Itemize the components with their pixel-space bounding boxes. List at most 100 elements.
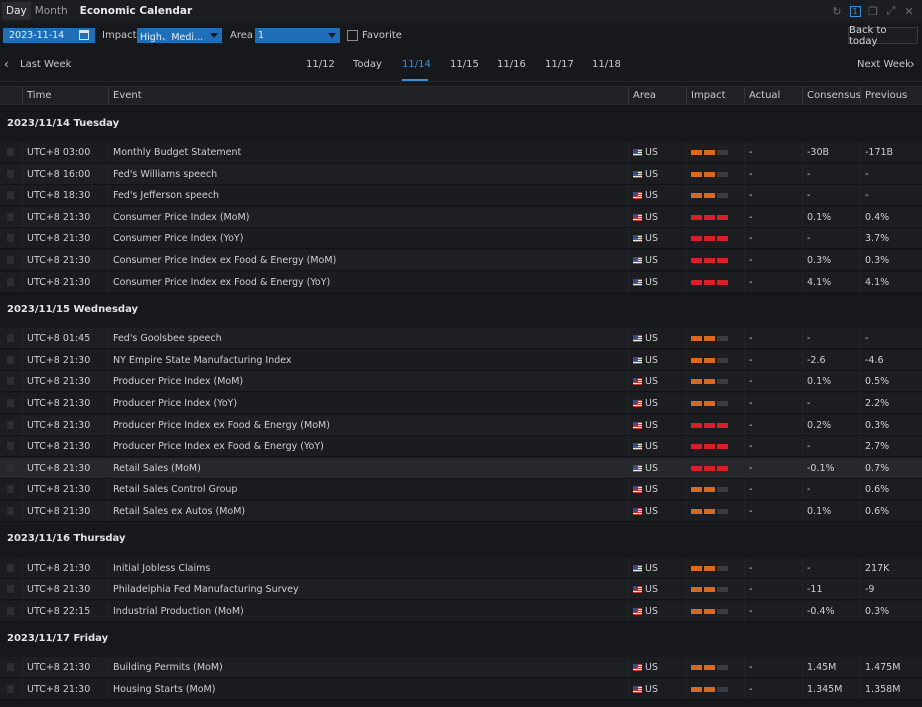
bookmark-icon[interactable] (7, 663, 14, 671)
chevron-right-icon[interactable]: › (910, 57, 915, 71)
table-row[interactable]: UTC+8 21:30 Initial Jobless Claims US - -217… (0, 558, 922, 579)
favorite-checkbox[interactable] (347, 30, 358, 41)
impact-bar (717, 279, 728, 285)
bookmark-icon[interactable] (7, 421, 14, 429)
bookmark-icon[interactable] (7, 607, 14, 615)
table-row[interactable]: UTC+8 21:30 Building Permits (MoM) US -1.45… (0, 657, 922, 678)
time-cell: UTC+8 21:30 (22, 207, 108, 227)
time-cell: UTC+8 03:00 (22, 142, 108, 162)
day-tab[interactable]: 11/15 (450, 59, 479, 70)
last-week-button[interactable]: Last Week (20, 59, 72, 70)
bookmark-icon[interactable] (7, 148, 14, 156)
table-row[interactable]: UTC+8 21:30 Producer Price Index ex Food … (0, 415, 922, 436)
bookmark-icon[interactable] (7, 399, 14, 407)
favorite-star-cell (0, 164, 22, 184)
table-row[interactable]: UTC+8 21:30 Consumer Price Index (YoY) US -… (0, 228, 922, 249)
bookmark-icon[interactable] (7, 564, 14, 572)
previous-cell: 0.3% (860, 250, 922, 270)
table-row[interactable]: UTC+8 21:30 Producer Price Index (MoM) US -… (0, 371, 922, 392)
bookmark-icon[interactable] (7, 585, 14, 593)
area-code: US (645, 189, 658, 201)
us-flag-icon (633, 507, 642, 515)
actual-cell: - (744, 164, 802, 184)
impact-cell (686, 272, 744, 292)
day-view-button[interactable]: Day (2, 2, 31, 20)
day-tab[interactable]: 11/12 (306, 59, 335, 70)
day-tab[interactable]: 11/17 (545, 59, 574, 70)
table-row[interactable]: UTC+8 21:30 Consumer Price Index ex Food … (0, 250, 922, 271)
table-row[interactable]: UTC+8 16:00 Fed's Williams speech US - - - (0, 164, 922, 185)
column-header-previous[interactable]: Previous (860, 87, 922, 104)
next-week-button[interactable]: Next Week (857, 59, 911, 70)
column-header-time[interactable]: Time (22, 87, 108, 104)
bookmark-icon[interactable] (7, 213, 14, 221)
calendar-icon[interactable] (79, 30, 89, 40)
table-row[interactable]: UTC+8 03:00 Monthly Budget Statement US - -3… (0, 142, 922, 163)
us-flag-icon (633, 607, 642, 615)
table-row[interactable]: UTC+8 21:30 Retail Sales ex Autos (MoM) US… (0, 501, 922, 522)
table-row[interactable]: UTC+8 21:30 Consumer Price Index (MoM) US -… (0, 207, 922, 228)
column-header-star (0, 87, 22, 104)
popout-icon[interactable]: ❐ (868, 4, 878, 18)
impact-bar (691, 192, 702, 198)
table-row[interactable]: UTC+8 21:30 Retail Sales Control Group US -… (0, 479, 922, 500)
column-header-impact[interactable]: Impact (686, 87, 744, 104)
table-row[interactable]: UTC+8 21:30 Philadelphia Fed Manufacturin… (0, 579, 922, 600)
table-row[interactable]: UTC+8 18:30 Fed's Jefferson speech US - - - (0, 185, 922, 206)
column-header-event[interactable]: Event (108, 87, 628, 104)
consensus-cell: -2.6 (802, 350, 860, 370)
impact-bars (691, 171, 728, 177)
favorite-label[interactable]: Favorite (362, 30, 402, 41)
month-view-button[interactable]: Month (34, 5, 68, 17)
window-count-badge[interactable]: 1 (846, 2, 864, 20)
bookmark-icon[interactable] (7, 278, 14, 286)
area-cell: US (628, 250, 686, 270)
table-row[interactable]: UTC+8 01:45 Fed's Goolsbee speech US - - - (0, 328, 922, 349)
area-select[interactable]: 1 (255, 28, 340, 43)
bookmark-icon[interactable] (7, 334, 14, 342)
impact-bar (691, 400, 702, 406)
day-tab[interactable]: 11/18 (592, 59, 621, 70)
previous-cell: -4.6 (860, 350, 922, 370)
table-row[interactable]: UTC+8 21:30 Producer Price Index (YoY) US -… (0, 393, 922, 414)
bookmark-icon[interactable] (7, 356, 14, 364)
refresh-icon[interactable]: ↻ (832, 4, 842, 18)
column-header-area[interactable]: Area (628, 87, 686, 104)
column-header-consensus[interactable]: Consensus (802, 87, 861, 104)
bookmark-icon[interactable] (7, 234, 14, 242)
table-row[interactable]: UTC+8 21:30 Retail Sales (MoM) US - -0.1% 0.7… (0, 458, 922, 479)
impact-select[interactable]: High、Medi... (137, 28, 222, 43)
event-cell: Consumer Price Index (YoY) (108, 228, 628, 248)
impact-cell (686, 350, 744, 370)
bookmark-icon[interactable] (7, 256, 14, 264)
bookmark-icon[interactable] (7, 485, 14, 493)
expand-icon[interactable]: ⤢ (886, 4, 896, 17)
area-cell: US (628, 371, 686, 391)
impact-label: Impact (102, 30, 137, 41)
bookmark-icon[interactable] (7, 377, 14, 385)
table-row[interactable]: UTC+8 21:30 NY Empire State Manufacturing… (0, 350, 922, 371)
us-flag-icon (633, 421, 642, 429)
table-row[interactable]: UTC+8 21:30 Consumer Price Index ex Food … (0, 272, 922, 293)
table-row[interactable]: UTC+8 21:30 Housing Starts (MoM) US -1.345M… (0, 679, 922, 700)
area-cell: US (628, 142, 686, 162)
area-code: US (645, 462, 658, 474)
day-tab[interactable]: 11/14 (402, 59, 431, 70)
day-tab[interactable]: Today (353, 59, 382, 70)
back-to-today-button[interactable]: Back to today (848, 25, 918, 47)
close-icon[interactable]: ✕ (904, 4, 914, 18)
bookmark-icon[interactable] (7, 464, 14, 472)
bookmark-icon[interactable] (7, 191, 14, 199)
bookmark-icon[interactable] (7, 442, 14, 450)
bookmark-icon[interactable] (7, 507, 14, 515)
chevron-left-icon[interactable]: ‹ (4, 57, 9, 71)
date-picker-input[interactable]: 2023-11-14 (3, 28, 95, 43)
time-cell: UTC+8 21:30 (22, 350, 108, 370)
day-tab[interactable]: 11/16 (497, 59, 526, 70)
table-row[interactable]: UTC+8 22:15 Industrial Production (MoM) US… (0, 601, 922, 622)
column-header-actual[interactable]: Actual (744, 87, 802, 104)
favorite-star-cell (0, 371, 22, 391)
bookmark-icon[interactable] (7, 170, 14, 178)
table-row[interactable]: UTC+8 21:30 Producer Price Index ex Food … (0, 436, 922, 457)
bookmark-icon[interactable] (7, 685, 14, 693)
